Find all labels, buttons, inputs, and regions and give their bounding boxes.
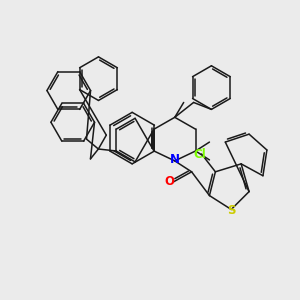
Text: O: O bbox=[165, 175, 175, 188]
Text: Cl: Cl bbox=[193, 148, 206, 161]
Text: N: N bbox=[170, 153, 180, 167]
Text: S: S bbox=[227, 204, 236, 217]
